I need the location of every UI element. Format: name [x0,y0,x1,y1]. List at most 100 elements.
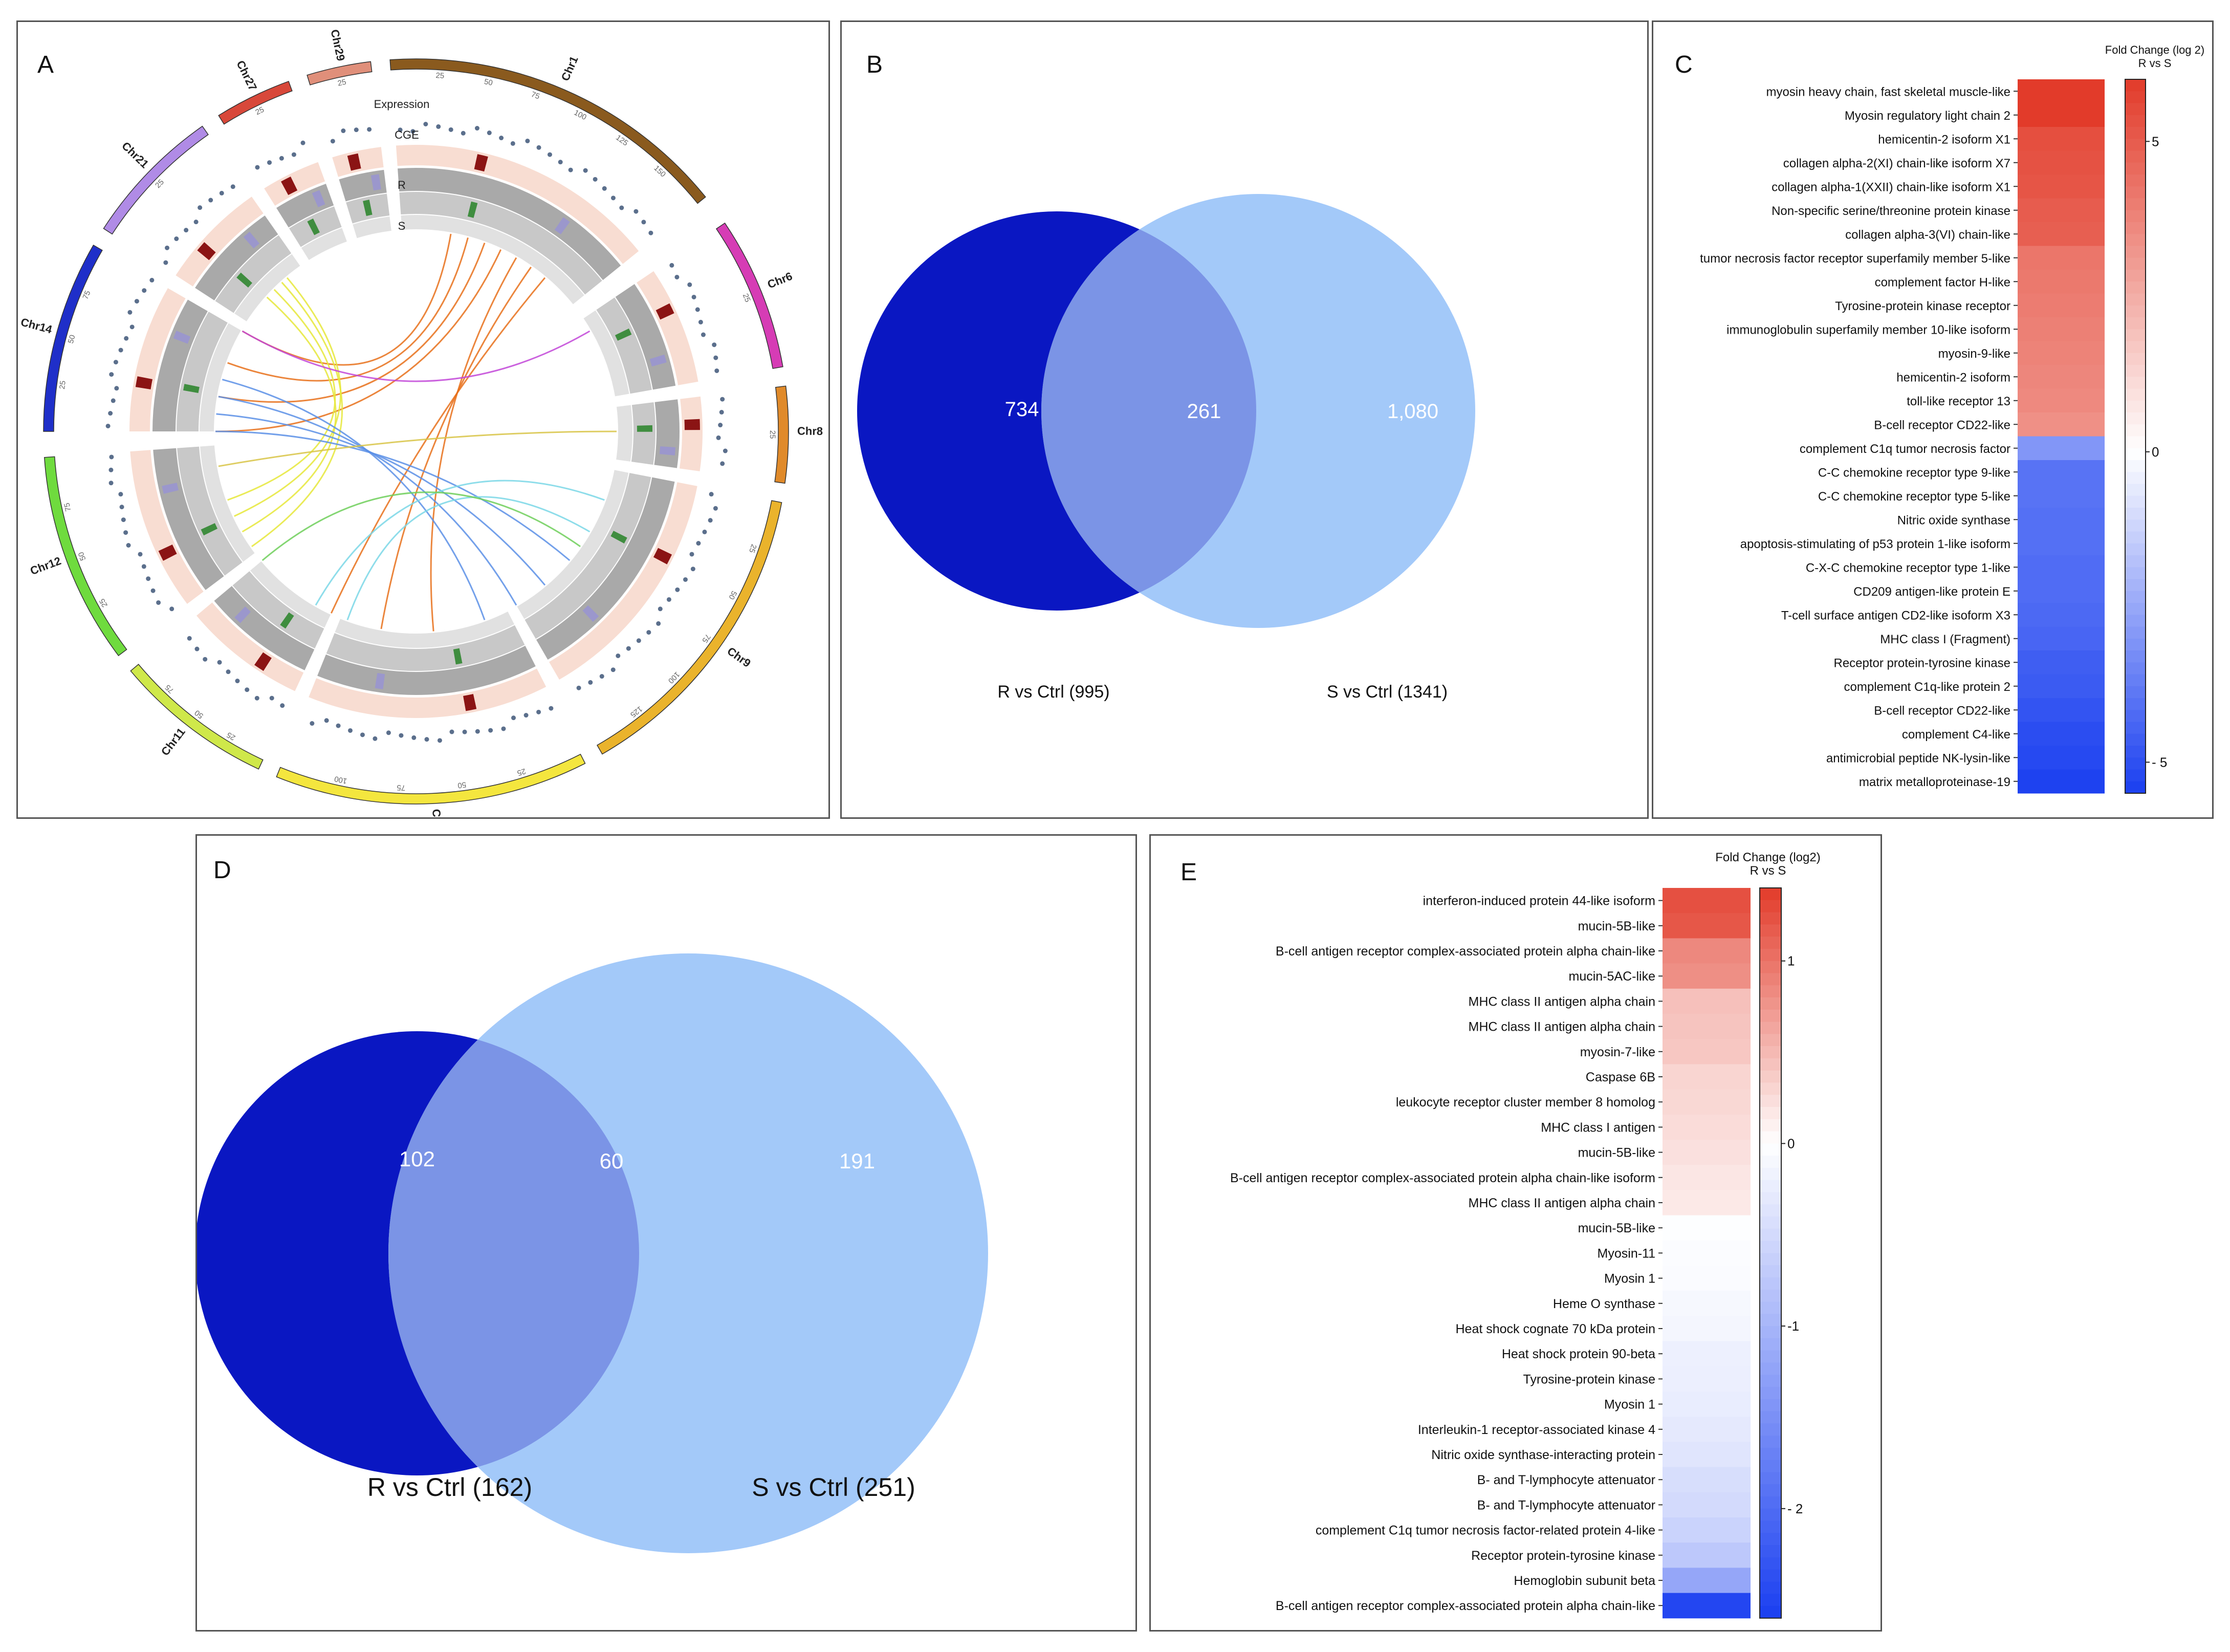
colorbar-segment [1760,1606,1781,1619]
chromosome-label: Chr21 [119,139,151,170]
chromosome-ideogram [218,80,293,125]
inner-track [200,445,255,562]
colorbar-segment [1760,1520,1781,1533]
inner-track [517,470,629,619]
expression-point [187,636,192,641]
heatmap-cell [1663,1492,1751,1518]
row-label: matrix metalloproteinase-19 [1859,775,2010,789]
colorbar-segment [2125,127,2146,139]
colorbar-segment [1760,1533,1781,1546]
colorbar-segment [2125,365,2146,377]
colorbar-segment [2125,198,2146,211]
heatmap-cell [2018,769,2105,794]
colorbar-segment [2125,781,2146,794]
heatmap-cell [1663,1064,1751,1090]
expression-point [386,730,391,735]
expression-point [702,529,707,534]
row-label: C-C chemokine receptor type 9-like [1818,466,2010,480]
expression-point [254,695,259,701]
expression-point [698,319,703,324]
s-track [631,402,655,465]
s-mark [637,425,652,432]
row-label: hemicentin-2 isoform X1 [1878,133,2010,146]
colorbar-segment [2125,222,2146,234]
expression-point [720,461,725,466]
row-label: Receptor protein-tyrosine kinase [1471,1549,1655,1563]
colorbar-segment [2125,508,2146,520]
expression-point [208,198,213,203]
colorbar-segment [1760,1496,1781,1509]
expression-point [230,184,235,189]
venn-label-s: S vs Ctrl (1341) [1327,682,1448,702]
colorbar-segment [1760,1411,1781,1424]
colorbar-tick-label: 0 [2152,444,2159,460]
cge-track [309,668,546,718]
expression-point [118,347,123,353]
heatmap-cell [1663,1089,1751,1115]
synteny-link [218,430,617,467]
row-label: immunoglobulin superfamily member 10-lik… [1726,323,2010,337]
heatmap-cell [2018,484,2105,508]
row-label: MHC class II antigen alpha chain [1469,1020,1655,1034]
expression-point [134,299,139,304]
colorbar-segment [2125,412,2146,425]
expression-point [109,372,114,377]
expression-point [149,277,155,282]
heatmap-cell [1663,1341,1751,1367]
chromosome-ideogram [43,456,127,657]
expression-point [203,657,208,662]
colorbar-segment [1760,1326,1781,1339]
expression-point [674,274,680,279]
expression-point [111,398,116,403]
colorbar-segment [2125,234,2146,247]
synteny-link [215,249,502,432]
row-label: MHC class II antigen alpha chain [1469,994,1655,1009]
colorbar-segment [2125,579,2146,592]
row-label: Heat shock protein 90-beta [1502,1347,1655,1361]
chromosome-label: Chr10 [430,809,444,817]
expression-point [291,152,296,157]
expression-point [267,160,272,165]
colorbar-segment [2125,139,2146,151]
colorbar-segment [2125,603,2146,615]
cge-mark [197,242,216,260]
colorbar-segment [1760,1545,1781,1558]
heatmap-cell [2018,175,2105,199]
row-label: collagen alpha-1(XXII) chain-like isofor… [1772,180,2010,194]
colorbar-segment [1760,924,1781,937]
expression-point [174,236,179,242]
expression-point [255,165,260,170]
expression-point [330,139,335,144]
row-label: Tyrosine-protein kinase receptor [1835,299,2010,313]
heatmap-cell [1663,1014,1751,1039]
expression-point [163,260,168,265]
row-label: antimicrobial peptide NK-lysin-like [1826,751,2010,765]
expression-point [118,492,123,497]
r-track [195,215,278,301]
expression-point [568,167,573,172]
colorbar-segment [1760,1460,1781,1473]
colorbar-segment [2125,150,2146,163]
synteny-link [242,296,337,533]
colorbar-segment [1760,1350,1781,1363]
row-label: mucin-5B-like [1578,1221,1655,1235]
heatmap-cell [2018,150,2105,175]
colorbar-segment [2125,757,2146,770]
chromosome-ideogram [276,753,586,805]
colorbar-segment [2125,305,2146,318]
expression-point [194,646,200,651]
colorbar-segment [1760,1399,1781,1412]
expression-point [499,136,504,141]
colorbar-segment [2125,567,2146,580]
colorbar-segment [2125,472,2146,485]
r-mark [234,606,251,623]
heatmap-cell [1663,1266,1751,1291]
expression-point [138,552,143,557]
expression-point [226,669,231,675]
colorbar-segment [1760,1180,1781,1193]
colorbar-segment [1760,1289,1781,1302]
heatmap-cell [2018,555,2105,579]
row-label: Nitric oxide synthase-interacting protei… [1431,1448,1655,1462]
row-label: Heme O synthase [1553,1297,1655,1311]
venn-label-r: R vs Ctrl (995) [997,682,1109,702]
